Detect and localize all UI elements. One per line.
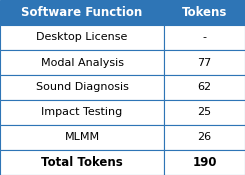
Bar xyxy=(0,50,164,75)
Bar xyxy=(164,50,245,75)
Text: 62: 62 xyxy=(197,82,212,93)
Text: Sound Diagnosis: Sound Diagnosis xyxy=(36,82,129,93)
Text: 26: 26 xyxy=(197,132,212,142)
Text: MLMM: MLMM xyxy=(64,132,100,142)
Bar xyxy=(164,150,245,175)
Text: 77: 77 xyxy=(197,58,212,68)
Text: Total Tokens: Total Tokens xyxy=(41,156,123,169)
Text: Software Function: Software Function xyxy=(22,6,143,19)
Bar xyxy=(164,75,245,100)
Bar xyxy=(0,25,164,50)
Bar xyxy=(164,100,245,125)
Text: Modal Analysis: Modal Analysis xyxy=(41,58,123,68)
Bar xyxy=(0,150,164,175)
Bar xyxy=(0,125,164,150)
Bar xyxy=(164,125,245,150)
Bar xyxy=(164,0,245,25)
Text: Tokens: Tokens xyxy=(182,6,227,19)
Text: 190: 190 xyxy=(192,156,217,169)
Text: Desktop License: Desktop License xyxy=(37,33,128,43)
Text: Impact Testing: Impact Testing xyxy=(41,107,123,117)
Bar xyxy=(0,100,164,125)
Bar xyxy=(0,0,164,25)
Text: 25: 25 xyxy=(197,107,212,117)
Bar xyxy=(164,25,245,50)
Bar xyxy=(0,75,164,100)
Text: -: - xyxy=(203,33,207,43)
